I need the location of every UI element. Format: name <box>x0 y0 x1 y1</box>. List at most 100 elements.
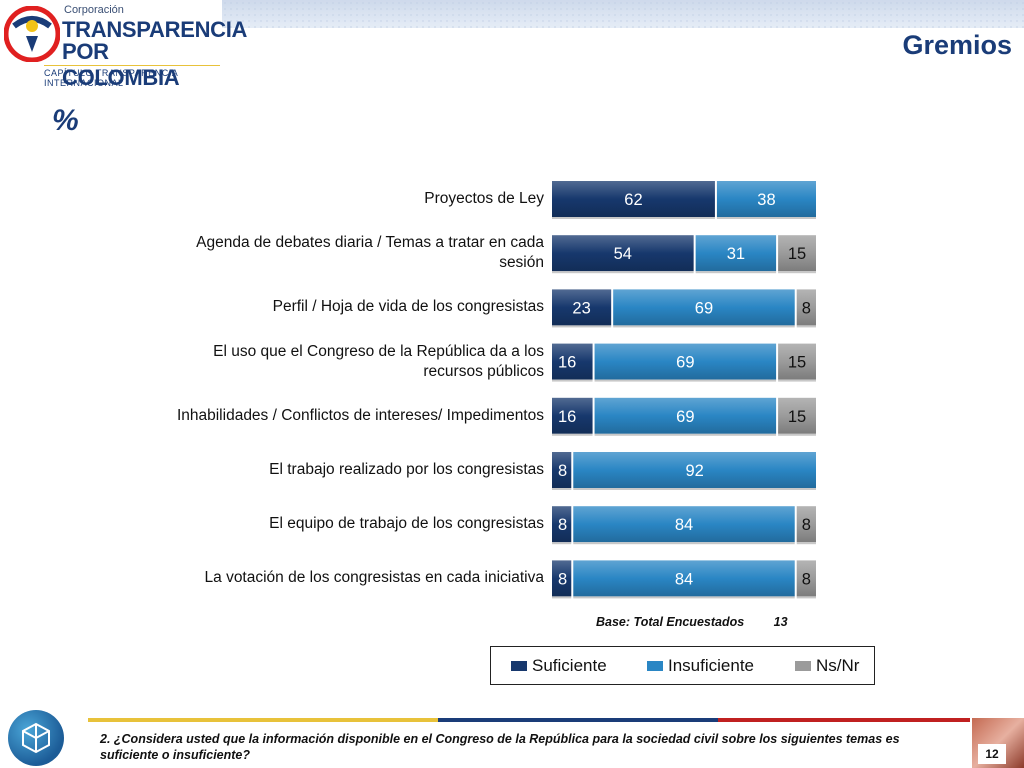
bar-suficiente <box>552 289 612 326</box>
legend-label: Suficiente <box>532 656 607 675</box>
bar-nsnr <box>778 235 816 272</box>
bar-segment: 16 <box>552 397 593 436</box>
data-label: 84 <box>675 570 693 588</box>
bar-nsnr <box>778 343 816 380</box>
chart-legend: Suficiente Insuficiente Ns/Nr <box>490 646 875 685</box>
data-label: 54 <box>614 245 632 263</box>
bar-suficiente <box>552 181 715 217</box>
bar-suficiente <box>552 560 572 597</box>
bar-segment: 8 <box>552 452 572 490</box>
data-label: 8 <box>802 516 811 534</box>
data-label: 15 <box>788 245 806 263</box>
category-label: El trabajo realizado por los congresista… <box>269 461 544 478</box>
bar-segment: 8 <box>796 560 816 599</box>
data-label: 8 <box>558 516 567 534</box>
bar-insuficiente <box>613 289 795 326</box>
bar-insuficiente <box>716 181 816 217</box>
bar-segment: 16 <box>552 343 593 382</box>
bar-segment: 15 <box>778 235 816 274</box>
bar-segment: 54 <box>552 235 694 274</box>
category-label: Perfil / Hoja de vida de los congresista… <box>272 298 544 316</box>
bar-insuficiente <box>594 343 777 380</box>
data-label: 92 <box>685 462 703 480</box>
data-label: 31 <box>727 245 745 263</box>
header-band <box>222 0 1024 28</box>
bar-segment: 62 <box>552 181 715 219</box>
page-number: 12 <box>978 744 1006 764</box>
bar-insuficiente <box>594 397 777 434</box>
category-label: La votación de los congresistas en cada … <box>204 569 544 587</box>
bar-suficiente <box>552 506 572 543</box>
footer-globe-icon <box>8 710 64 766</box>
bar-segment: 69 <box>613 289 795 328</box>
survey-question: 2. ¿Considera usted que la información d… <box>100 732 900 762</box>
data-label: 8 <box>802 570 811 588</box>
legend-item: Insuficiente <box>647 656 754 676</box>
legend-swatch <box>511 661 527 671</box>
base-label: Base: Total Encuestados <box>596 615 745 629</box>
bar-segment: 92 <box>573 452 816 490</box>
category-label: Agenda de debates diaria / Temas a trata… <box>196 234 544 272</box>
org-small-label: Corporación <box>64 4 124 16</box>
bar-suficiente <box>552 235 694 272</box>
percent-mark: % <box>52 104 79 137</box>
bar-segment: 84 <box>573 560 795 599</box>
bar-segment: 15 <box>778 397 816 436</box>
bar-segment: 84 <box>573 506 795 545</box>
bar-insuficiente <box>573 506 795 543</box>
legend-label: Insuficiente <box>668 656 754 675</box>
bar-nsnr <box>796 506 816 543</box>
organization-logo: Corporación TRANSPARENCIA POR COLOMBIA C… <box>4 4 247 90</box>
legend-item: Suficiente <box>511 656 607 676</box>
data-label: 23 <box>572 299 590 317</box>
category-label: Proyectos de Ley <box>424 190 544 207</box>
data-label: 69 <box>676 354 694 372</box>
bar-segment: 31 <box>695 235 777 274</box>
bar-insuficiente <box>573 560 795 597</box>
data-label: 38 <box>757 191 775 209</box>
legend-label: Ns/Nr <box>816 656 860 675</box>
bar-segment: 23 <box>552 289 612 328</box>
legend-swatch <box>647 661 663 671</box>
bar-nsnr <box>796 289 816 326</box>
bar-suficiente <box>552 343 593 380</box>
footer-divider <box>88 718 970 722</box>
org-name-line1: TRANSPARENCIA <box>62 17 248 42</box>
page-title: Gremios <box>902 30 1012 60</box>
bar-insuficiente <box>573 452 816 488</box>
category-label: Inhabilidades / Conflictos de intereses/… <box>176 406 544 424</box>
org-name-line2: POR COLOMBIA <box>62 39 180 90</box>
bar-segment: 8 <box>552 560 572 599</box>
data-label: 62 <box>624 191 642 209</box>
bar-nsnr <box>778 397 816 434</box>
category-label: El uso que el Congreso de la República d… <box>213 342 544 380</box>
legend-item: Ns/Nr <box>795 656 859 676</box>
bar-segment: 69 <box>594 397 777 436</box>
bar-segment: 8 <box>796 289 816 328</box>
base-value: 13 <box>773 615 788 629</box>
data-label: 8 <box>802 299 811 317</box>
bar-segment: 38 <box>716 181 816 219</box>
data-label: 15 <box>788 408 806 426</box>
data-label: 8 <box>558 462 567 480</box>
bar-insuficiente <box>695 235 777 272</box>
data-label: 15 <box>788 354 806 372</box>
bar-nsnr <box>796 560 816 597</box>
bar-segment: 8 <box>796 506 816 545</box>
data-label: 16 <box>558 354 576 372</box>
base-note: Base: Total Encuestados 13 <box>596 615 788 629</box>
legend-swatch <box>795 661 811 671</box>
data-label: 84 <box>675 516 693 534</box>
data-label: 69 <box>695 299 713 317</box>
data-label: 69 <box>676 408 694 426</box>
data-label: 8 <box>558 570 567 588</box>
org-subtitle: CAPÍTULO TRANSPARENCIA INTERNACIONAL <box>44 65 220 88</box>
data-label: 16 <box>558 408 576 426</box>
bar-segment: 15 <box>778 343 816 382</box>
bar-segment: 69 <box>594 343 777 382</box>
category-label: El equipo de trabajo de los congresistas <box>269 515 544 533</box>
bar-segment: 8 <box>552 506 572 545</box>
bar-suficiente <box>552 452 572 488</box>
bar-suficiente <box>552 397 593 434</box>
